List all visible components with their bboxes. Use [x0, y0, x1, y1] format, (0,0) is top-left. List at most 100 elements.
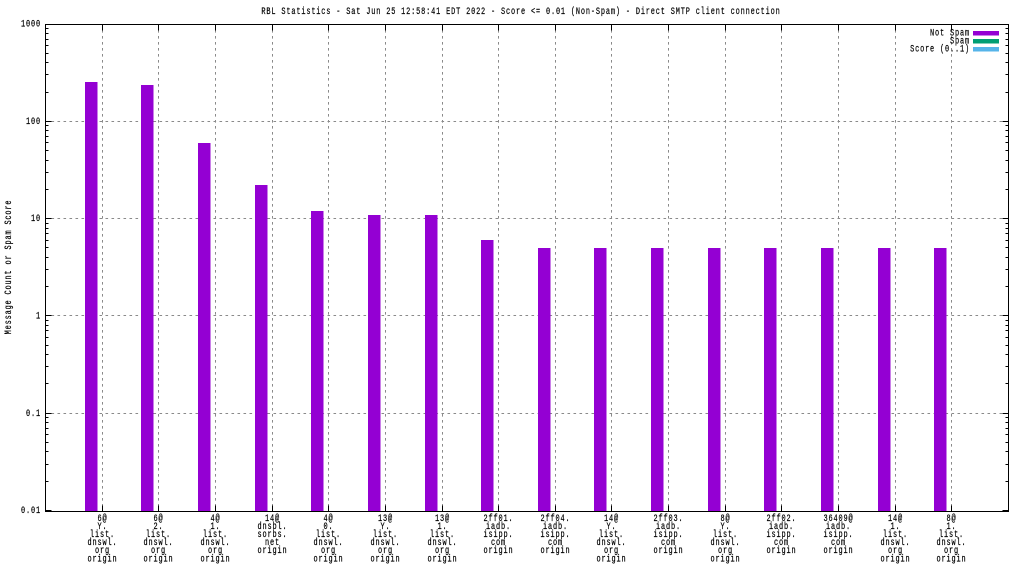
svg-text:8@: 8@ — [947, 513, 957, 525]
svg-text:RBL Statistics - Sat Jun 25 12: RBL Statistics - Sat Jun 25 12:58:41 EDT… — [261, 6, 780, 18]
svg-text:2ff01.: 2ff01. — [484, 513, 514, 525]
svg-text:iadb.: iadb. — [826, 521, 851, 533]
svg-text:com: com — [661, 537, 676, 549]
svg-text:iadb.: iadb. — [656, 521, 681, 533]
svg-text:dnswl.: dnswl. — [881, 537, 911, 549]
svg-text:100: 100 — [26, 116, 41, 128]
svg-text:6@: 6@ — [98, 513, 108, 525]
svg-text:2ff03.: 2ff03. — [654, 513, 684, 525]
svg-text:iadb.: iadb. — [486, 521, 511, 533]
svg-text:Not Spam: Not Spam — [930, 27, 970, 39]
svg-text:com: com — [831, 537, 846, 549]
svg-text:dnswl.: dnswl. — [937, 537, 967, 549]
svg-text:dnswl.: dnswl. — [201, 537, 231, 549]
svg-text:origin: origin — [541, 545, 571, 557]
svg-text:sorbs.: sorbs. — [258, 529, 288, 541]
svg-text:list.: list. — [939, 529, 964, 541]
svg-text:dnswl.: dnswl. — [314, 537, 344, 549]
svg-text:net: net — [265, 537, 280, 549]
svg-text:org: org — [435, 545, 450, 557]
svg-text:Spam: Spam — [950, 35, 970, 47]
svg-text:list.: list. — [146, 529, 171, 541]
svg-text:isipp.: isipp. — [824, 529, 854, 541]
svg-text:dnswl.: dnswl. — [711, 537, 741, 549]
svg-text:org: org — [151, 545, 166, 557]
svg-text:isipp.: isipp. — [484, 529, 514, 541]
svg-text:0.1: 0.1 — [26, 408, 41, 420]
svg-text:org: org — [95, 545, 110, 557]
svg-text:org: org — [944, 545, 959, 557]
svg-text:0.01: 0.01 — [21, 505, 41, 517]
svg-text:origin: origin — [937, 553, 967, 565]
svg-text:org: org — [718, 545, 733, 557]
svg-text:Y.: Y. — [381, 521, 391, 533]
svg-text:com: com — [774, 537, 789, 549]
svg-text:list.: list. — [373, 529, 398, 541]
svg-text:Score (0..1): Score (0..1) — [910, 43, 970, 55]
svg-text:6@: 6@ — [154, 513, 164, 525]
svg-text:10: 10 — [31, 213, 41, 225]
svg-text:com: com — [491, 537, 506, 549]
svg-text:1000: 1000 — [21, 19, 41, 31]
svg-text:origin: origin — [654, 545, 684, 557]
svg-text:origin: origin — [824, 545, 854, 557]
svg-text:list.: list. — [430, 529, 455, 541]
svg-text:origin: origin — [144, 553, 174, 565]
svg-text:Y.: Y. — [721, 521, 731, 533]
svg-text:13@: 13@ — [378, 513, 393, 525]
svg-text:org: org — [604, 545, 619, 557]
svg-text:com: com — [548, 537, 563, 549]
svg-text:origin: origin — [201, 553, 231, 565]
svg-text:origin: origin — [428, 553, 458, 565]
svg-text:1.: 1. — [947, 521, 957, 533]
svg-text:origin: origin — [484, 545, 514, 557]
svg-text:origin: origin — [881, 553, 911, 565]
svg-text:1.: 1. — [438, 521, 448, 533]
svg-text:origin: origin — [88, 553, 118, 565]
svg-text:isipp.: isipp. — [654, 529, 684, 541]
svg-text:1.: 1. — [891, 521, 901, 533]
svg-text:org: org — [321, 545, 336, 557]
svg-text:isipp.: isipp. — [541, 529, 571, 541]
svg-text:list.: list. — [90, 529, 115, 541]
svg-text:origin: origin — [258, 545, 288, 557]
svg-text:list.: list. — [599, 529, 624, 541]
svg-text:origin: origin — [767, 545, 797, 557]
svg-text:Message Count or Spam Score: Message Count or Spam Score — [3, 200, 15, 335]
svg-text:org: org — [888, 545, 903, 557]
svg-text:4@: 4@ — [211, 513, 221, 525]
svg-text:8@: 8@ — [721, 513, 731, 525]
svg-text:dnswl.: dnswl. — [428, 537, 458, 549]
svg-text:dnswl.: dnswl. — [88, 537, 118, 549]
svg-text:2.: 2. — [154, 521, 164, 533]
svg-text:2ff02.: 2ff02. — [767, 513, 797, 525]
svg-text:origin: origin — [314, 553, 344, 565]
svg-text:2ff04.: 2ff04. — [541, 513, 571, 525]
svg-text:list.: list. — [316, 529, 341, 541]
svg-text:14@: 14@ — [888, 513, 903, 525]
svg-text:Y.: Y. — [607, 521, 617, 533]
svg-text:1.: 1. — [211, 521, 221, 533]
svg-text:13@: 13@ — [435, 513, 450, 525]
svg-text:org: org — [208, 545, 223, 557]
svg-text:36409@: 36409@ — [824, 513, 854, 525]
svg-text:isipp.: isipp. — [767, 529, 797, 541]
svg-text:origin: origin — [597, 553, 627, 565]
svg-text:org: org — [378, 545, 393, 557]
svg-text:Y.: Y. — [98, 521, 108, 533]
svg-text:origin: origin — [711, 553, 741, 565]
svg-text:iadb.: iadb. — [543, 521, 568, 533]
svg-text:list.: list. — [713, 529, 738, 541]
svg-text:1: 1 — [36, 310, 41, 322]
svg-text:iadb.: iadb. — [769, 521, 794, 533]
svg-text:14@: 14@ — [265, 513, 280, 525]
svg-text:list.: list. — [883, 529, 908, 541]
svg-text:0.: 0. — [324, 521, 334, 533]
svg-text:dnswl.: dnswl. — [597, 537, 627, 549]
svg-text:4@: 4@ — [324, 513, 334, 525]
svg-text:dnswl.: dnswl. — [144, 537, 174, 549]
svg-text:14@: 14@ — [604, 513, 619, 525]
svg-text:list.: list. — [203, 529, 228, 541]
svg-text:dnsbl.: dnsbl. — [258, 521, 288, 533]
svg-text:origin: origin — [371, 553, 401, 565]
